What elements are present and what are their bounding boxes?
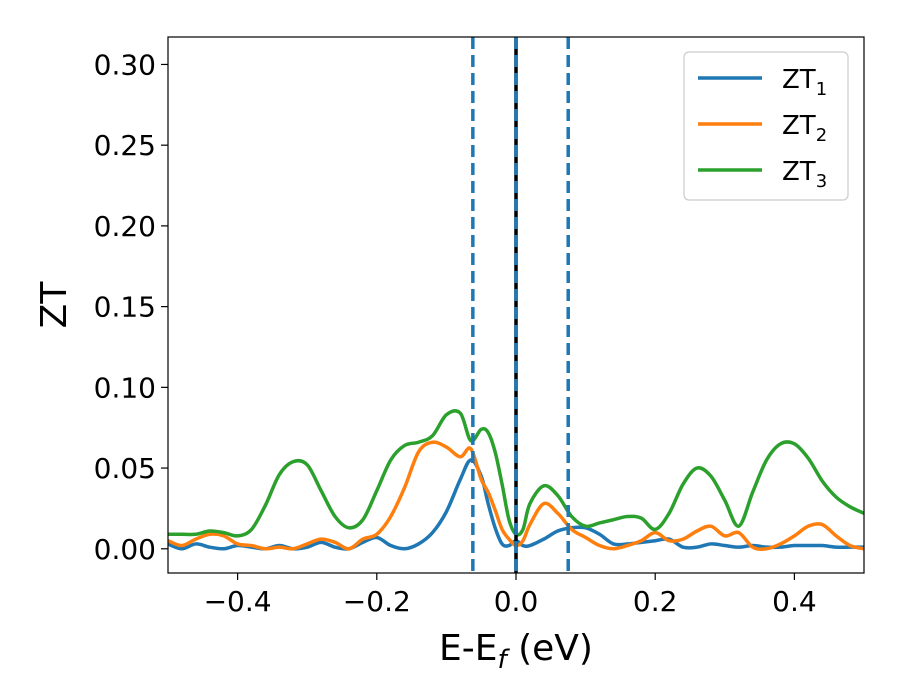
legend: ZT1 ZT2 ZT3 (683, 51, 849, 201)
series-line-zt2 (168, 440, 864, 551)
y-axis: 0.00 0.05 0.10 0.15 0.20 0.25 0.30 (94, 48, 168, 566)
legend-label-zt1: ZT1 (782, 65, 827, 100)
y-tick-label: 0.20 (94, 210, 156, 243)
x-axis: −0.4 −0.2 0.0 0.2 0.4 (204, 573, 817, 618)
y-tick-label: 0.10 (94, 371, 156, 404)
x-tick-label: 0.2 (633, 585, 678, 618)
plot-area (168, 37, 864, 573)
y-tick-label: 0.15 (94, 291, 156, 324)
y-tick-label: 0.25 (94, 129, 156, 162)
y-tick-label: 0.05 (94, 452, 156, 485)
series-line-zt3 (168, 409, 864, 538)
y-tick-label: 0.30 (94, 48, 156, 81)
x-tick-label: 0.0 (494, 585, 539, 618)
legend-box (683, 51, 849, 201)
x-tick-label: −0.4 (204, 585, 272, 618)
x-axis-title: E-Ef (eV) (439, 628, 593, 675)
legend-label-zt2: ZT2 (782, 111, 827, 146)
y-tick-label: 0.00 (94, 533, 156, 566)
legend-label-zt3: ZT3 (782, 157, 827, 192)
y-axis-title: ZT (34, 281, 75, 329)
x-tick-label: −0.2 (343, 585, 411, 618)
x-tick-label: 0.4 (772, 585, 817, 618)
